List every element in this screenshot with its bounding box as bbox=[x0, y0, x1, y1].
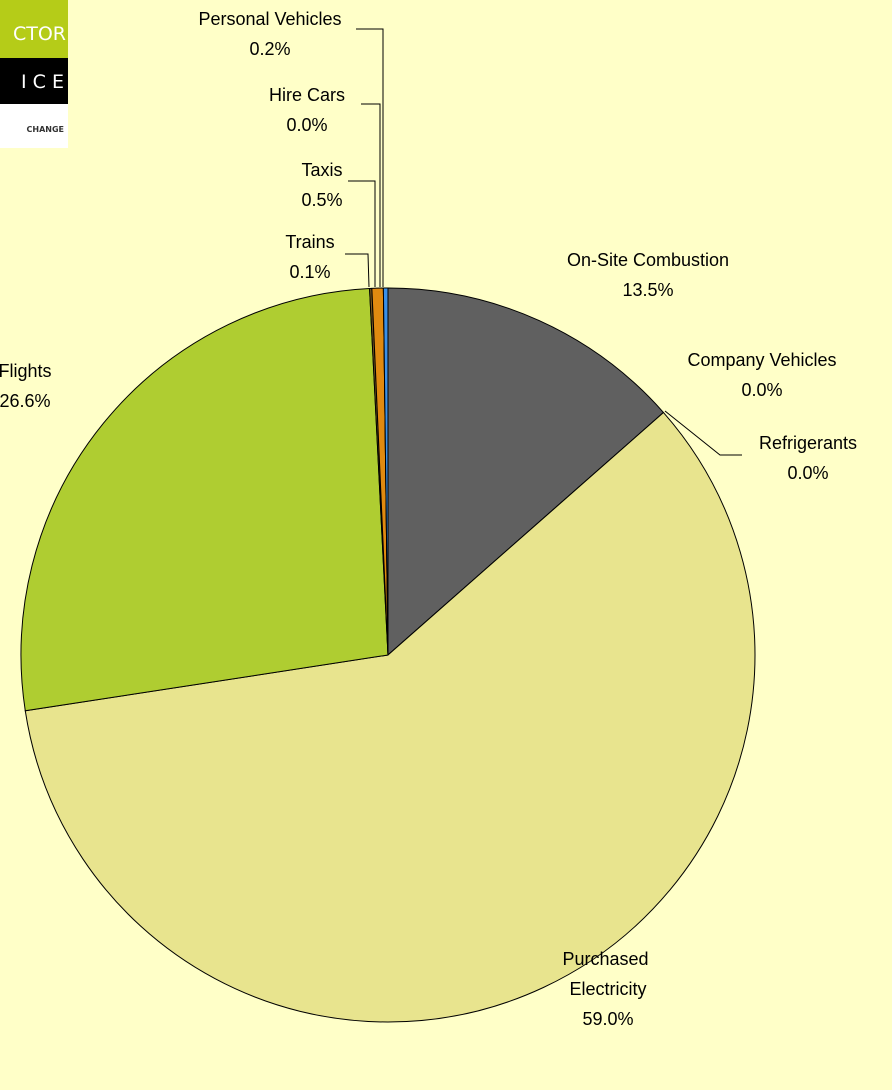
logo-white bbox=[0, 104, 68, 148]
category-label: Trains bbox=[285, 232, 334, 252]
category-label: Refrigerants bbox=[759, 433, 857, 453]
pie-slice bbox=[24, 411, 756, 1023]
value-label: 59.0% bbox=[582, 1009, 633, 1029]
leader-line bbox=[345, 253, 370, 288]
category-label: Purchased Electricity bbox=[562, 949, 653, 999]
leader-line bbox=[664, 410, 742, 456]
value-label: 13.5% bbox=[622, 280, 673, 300]
logo-text: CHANGE bbox=[27, 125, 64, 134]
value-label: 0.5% bbox=[301, 190, 342, 210]
logo-text: I C E bbox=[21, 71, 64, 93]
leader-line bbox=[361, 103, 381, 287]
leader-line bbox=[348, 180, 376, 287]
category-label: Personal Vehicles bbox=[198, 9, 341, 29]
value-label: 0.0% bbox=[286, 115, 327, 135]
value-label: 0.0% bbox=[741, 380, 782, 400]
value-label: 26.6% bbox=[0, 391, 51, 411]
category-label: Flights bbox=[0, 361, 52, 381]
logo-green bbox=[0, 0, 68, 58]
category-label: Hire Cars bbox=[269, 85, 345, 105]
category-label: On-Site Combustion bbox=[567, 250, 729, 270]
value-label: 0.0% bbox=[787, 463, 828, 483]
logo: CTOR I C E CHANGE bbox=[0, 0, 68, 148]
value-label: 0.1% bbox=[289, 262, 330, 282]
pie-slice bbox=[20, 287, 389, 712]
category-label: Taxis bbox=[301, 160, 342, 180]
leader-line bbox=[356, 28, 384, 287]
pie-slice bbox=[387, 287, 665, 657]
logo-black bbox=[0, 58, 68, 104]
logo-text: CTOR bbox=[13, 23, 66, 45]
pie-slice bbox=[382, 287, 389, 656]
value-label: 0.2% bbox=[249, 39, 290, 59]
category-label: Company Vehicles bbox=[687, 350, 836, 370]
